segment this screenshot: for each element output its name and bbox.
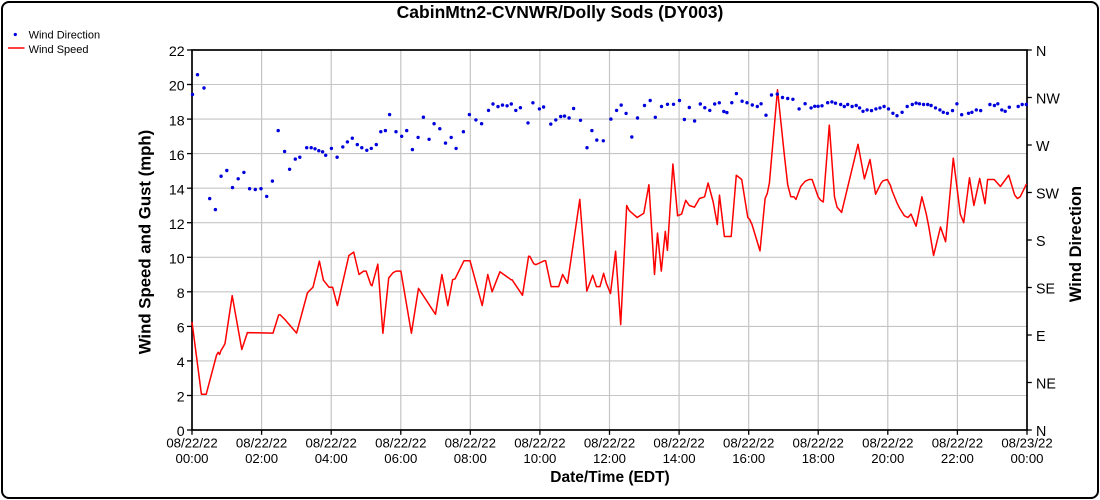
svg-text:12:00: 12:00: [593, 451, 626, 466]
svg-text:10:00: 10:00: [523, 451, 556, 466]
svg-text:Wind Direction: Wind Direction: [1067, 186, 1085, 302]
svg-text:08/22/22: 08/22/22: [653, 436, 704, 451]
svg-text:08/22/22: 08/22/22: [514, 436, 565, 451]
svg-text:Wind Direction: Wind Direction: [29, 29, 101, 41]
svg-text:08/22/22: 08/22/22: [793, 436, 844, 451]
svg-text:2: 2: [177, 390, 185, 406]
svg-text:12: 12: [169, 217, 185, 233]
svg-text:00:00: 00:00: [1010, 451, 1043, 466]
svg-text:S: S: [1036, 234, 1046, 250]
svg-text:08/22/22: 08/22/22: [375, 436, 426, 451]
svg-text:20: 20: [169, 79, 185, 95]
svg-text:SW: SW: [1036, 186, 1060, 202]
svg-text:08/22/22: 08/22/22: [723, 436, 774, 451]
svg-text:22:00: 22:00: [941, 451, 974, 466]
svg-text:8: 8: [177, 286, 185, 302]
svg-text:W: W: [1036, 139, 1050, 155]
svg-text:06:00: 06:00: [384, 451, 417, 466]
svg-text:Date/Time (EDT): Date/Time (EDT): [550, 469, 669, 486]
svg-text:18:00: 18:00: [802, 451, 835, 466]
svg-text:08/22/22: 08/22/22: [445, 436, 496, 451]
svg-text:08/22/22: 08/22/22: [236, 436, 287, 451]
svg-text:14:00: 14:00: [663, 451, 696, 466]
svg-text:E: E: [1036, 329, 1046, 345]
svg-text:NE: NE: [1036, 376, 1056, 392]
svg-text:4: 4: [177, 355, 185, 371]
svg-text:00:00: 00:00: [175, 451, 208, 466]
svg-text:08/22/22: 08/22/22: [584, 436, 635, 451]
svg-text:04:00: 04:00: [315, 451, 348, 466]
svg-text:CabinMtn2-CVNWR/Dolly Sods (DY: CabinMtn2-CVNWR/Dolly Sods (DY003): [397, 2, 724, 22]
svg-text:N: N: [1036, 424, 1046, 440]
svg-text:Wind Speed: Wind Speed: [29, 44, 89, 56]
svg-text:14: 14: [169, 182, 185, 198]
svg-text:22: 22: [169, 44, 185, 60]
svg-text:08/22/22: 08/22/22: [932, 436, 983, 451]
svg-text:08/22/22: 08/22/22: [166, 436, 217, 451]
svg-text:N: N: [1036, 44, 1046, 60]
svg-text:0: 0: [177, 424, 185, 440]
svg-text:Wind Speed and Gust (mph): Wind Speed and Gust (mph): [136, 130, 155, 355]
svg-text:08:00: 08:00: [454, 451, 487, 466]
svg-text:20:00: 20:00: [871, 451, 904, 466]
svg-text:08/22/22: 08/22/22: [862, 436, 913, 451]
svg-text:16:00: 16:00: [732, 451, 765, 466]
svg-text:6: 6: [177, 321, 185, 337]
svg-text:02:00: 02:00: [245, 451, 278, 466]
svg-text:18: 18: [169, 113, 185, 129]
svg-text:16: 16: [169, 148, 185, 164]
svg-text:SE: SE: [1036, 281, 1055, 297]
svg-text:NW: NW: [1036, 91, 1060, 107]
svg-text:10: 10: [169, 252, 185, 268]
svg-text:08/22/22: 08/22/22: [306, 436, 357, 451]
svg-text:08/23/22: 08/23/22: [1001, 436, 1052, 451]
